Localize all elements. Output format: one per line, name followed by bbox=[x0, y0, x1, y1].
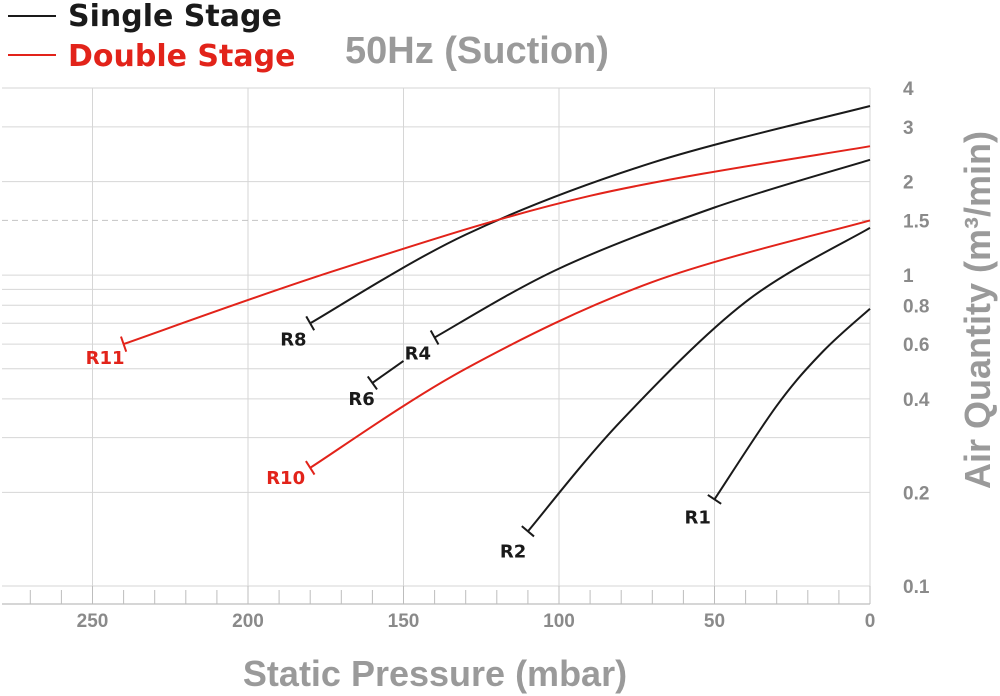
series-endcap-r4 bbox=[429, 330, 440, 346]
y-axis-label: Air Quantity (m³/min) bbox=[957, 131, 998, 489]
series-endcap-r1 bbox=[707, 494, 722, 505]
x-tick-label: 50 bbox=[704, 611, 725, 632]
series-line-r6 bbox=[371, 360, 405, 384]
series-line-r1 bbox=[713, 307, 871, 500]
series-endcap-r6 bbox=[366, 375, 378, 391]
x-tick-label: 250 bbox=[77, 611, 109, 632]
legend-label-double: Double Stage bbox=[68, 39, 295, 74]
series-line-r11 bbox=[123, 145, 871, 346]
y-tick-label: 0.6 bbox=[903, 335, 929, 356]
x-tick-label: 100 bbox=[543, 611, 575, 632]
y-tick-label: 0.1 bbox=[903, 577, 930, 598]
y-tick-label: 0.4 bbox=[903, 390, 930, 411]
series-label-r6: R6 bbox=[348, 389, 374, 410]
series-label-r4: R4 bbox=[405, 344, 431, 365]
series-endcap-r2 bbox=[521, 525, 535, 538]
series-line-r4 bbox=[434, 158, 871, 339]
x-axis: 250 200 150 100 50 0 bbox=[2, 586, 875, 632]
x-axis-label: Static Pressure (mbar) bbox=[243, 653, 627, 694]
series-endcap-r10 bbox=[305, 460, 316, 476]
y-tick-label: 1.5 bbox=[903, 211, 930, 232]
y-tick-label: 2 bbox=[903, 173, 914, 194]
y-tick-label: 3 bbox=[903, 118, 914, 139]
y-tick-label: 4 bbox=[903, 79, 914, 100]
curve-labels: R1 R2 R6 R4 R8 R10 R11 bbox=[86, 329, 711, 562]
curves bbox=[120, 105, 871, 538]
y-tick-label: 0.2 bbox=[903, 483, 929, 504]
grid bbox=[2, 87, 871, 604]
legend: Single Stage Double Stage bbox=[8, 0, 295, 74]
x-tick-label: 150 bbox=[388, 611, 420, 632]
series-endcap-r11 bbox=[120, 336, 128, 352]
series-label-r8: R8 bbox=[280, 329, 306, 350]
series-label-r1: R1 bbox=[685, 507, 711, 528]
y-tick-label: 0.8 bbox=[903, 296, 929, 317]
series-line-r8 bbox=[309, 105, 871, 325]
legend-label-single: Single Stage bbox=[68, 0, 282, 34]
series-line-r2 bbox=[527, 226, 871, 532]
series-endcap-r8 bbox=[305, 315, 316, 331]
x-tick-label: 0 bbox=[865, 611, 876, 632]
chart-title: 50Hz (Suction) bbox=[345, 30, 609, 72]
y-tick-label: 1 bbox=[903, 266, 914, 287]
x-tick-label: 200 bbox=[232, 611, 264, 632]
y-axis-ticks: 4 3 2 1.5 1 0.8 0.6 0.4 0.2 0.1 bbox=[903, 79, 930, 598]
series-line-r10 bbox=[309, 219, 871, 469]
series-label-r11: R11 bbox=[86, 348, 125, 369]
series-label-r10: R10 bbox=[266, 468, 305, 489]
series-label-r2: R2 bbox=[500, 541, 526, 562]
